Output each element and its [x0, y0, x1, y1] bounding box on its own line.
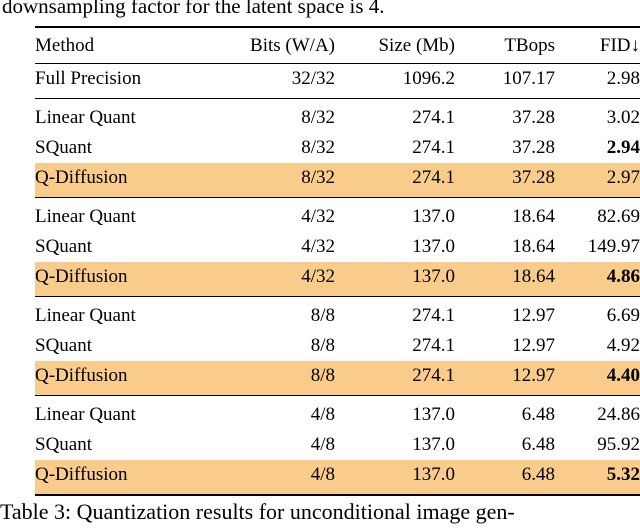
cell-size: 137.0 [412, 236, 455, 257]
table-row: Linear Quant 8/8 274.1 12.97 6.69 [35, 296, 640, 331]
quantization-results-table: Method Bits (W/A) Size (Mb) TBops FID↓ F… [35, 26, 640, 496]
cell-method: Linear Quant [35, 197, 215, 232]
cell-fid: 3.02 [555, 98, 640, 133]
header-row: Method Bits (W/A) Size (Mb) TBops FID↓ [35, 27, 640, 64]
table-row: SQuant 8/32 274.1 37.28 2.94 [35, 133, 640, 163]
table-row: SQuant 4/32 137.0 18.64 149.97 [35, 232, 640, 262]
table-row: SQuant 8/8 274.1 12.97 4.92 [35, 331, 640, 361]
cell-size: 137.0 [335, 262, 455, 297]
cell-tbops: 37.28 [512, 137, 555, 158]
table-row: Linear Quant 8/32 274.1 37.28 3.02 [35, 98, 640, 133]
table-row: Q-Diffusion 4/32 137.0 18.64 4.86 [35, 262, 640, 297]
cell-tbops: 12.97 [512, 335, 555, 356]
cell-fid: 2.98 [606, 68, 640, 89]
cell-bits: 8/8 [310, 335, 335, 356]
cell-fid: 4.40 [555, 361, 640, 396]
table-row: Linear Quant 4/32 137.0 18.64 82.69 [35, 197, 640, 232]
cell-tbops: 6.48 [455, 395, 555, 430]
header-fid: FID↓ [555, 27, 640, 64]
cell-bits: 4/32 [215, 197, 335, 232]
cell-bits: 32/32 [291, 68, 335, 89]
table-row: Linear Quant 4/8 137.0 6.48 24.86 [35, 395, 640, 430]
cell-method: Q-Diffusion [35, 460, 215, 495]
cell-method: Full Precision [35, 68, 142, 89]
cell-bits: 8/8 [215, 361, 335, 396]
cell-size: 274.1 [412, 137, 455, 158]
cell-tbops: 18.64 [455, 197, 555, 232]
cell-tbops: 37.28 [455, 98, 555, 133]
cell-method: Q-Diffusion [35, 361, 215, 396]
cell-size: 274.1 [335, 296, 455, 331]
cell-tbops: 107.17 [502, 68, 555, 89]
cell-fid: 2.97 [555, 163, 640, 198]
cell-tbops: 6.48 [521, 434, 555, 455]
cell-fid: 6.69 [555, 296, 640, 331]
table-row: Full Precision 32/32 1096.2 107.17 2.98 [35, 64, 640, 99]
table-header: Method Bits (W/A) Size (Mb) TBops FID↓ [35, 27, 640, 64]
cell-method: Linear Quant [35, 98, 215, 133]
cell-bits: 8/32 [215, 163, 335, 198]
cell-tbops: 12.97 [455, 296, 555, 331]
cell-fid: 4.86 [555, 262, 640, 297]
cell-tbops: 37.28 [455, 163, 555, 198]
cell-size: 274.1 [335, 361, 455, 396]
cell-size: 1096.2 [402, 68, 455, 89]
cell-method: Linear Quant [35, 296, 215, 331]
cell-bits: 4/8 [215, 395, 335, 430]
table-row: SQuant 4/8 137.0 6.48 95.92 [35, 430, 640, 460]
cell-method: SQuant [35, 236, 92, 257]
results-table-container: Method Bits (W/A) Size (Mb) TBops FID↓ F… [35, 26, 640, 496]
cell-fid: 2.94 [606, 137, 640, 158]
header-bits: Bits (W/A) [215, 27, 335, 64]
table-row: Q-Diffusion 4/8 137.0 6.48 5.32 [35, 460, 640, 495]
cell-method: SQuant [35, 335, 92, 356]
cell-size: 137.0 [335, 395, 455, 430]
cell-bits: 4/8 [215, 460, 335, 495]
table-caption: Table 3: Quantization results for uncond… [0, 499, 515, 524]
cell-fid: 4.92 [606, 335, 640, 356]
cell-method: Q-Diffusion [35, 163, 215, 198]
cell-tbops: 18.64 [512, 236, 555, 257]
cell-fid: 149.97 [587, 236, 640, 257]
cell-size: 137.0 [335, 197, 455, 232]
table-row: Q-Diffusion 8/32 274.1 37.28 2.97 [35, 163, 640, 198]
body-text-line: downsampling factor for the latent space… [2, 0, 385, 18]
cell-method: Linear Quant [35, 395, 215, 430]
cell-tbops: 18.64 [455, 262, 555, 297]
cell-bits: 8/8 [215, 296, 335, 331]
cell-fid: 5.32 [555, 460, 640, 495]
table-row: Q-Diffusion 8/8 274.1 12.97 4.40 [35, 361, 640, 396]
header-tbops: TBops [455, 27, 555, 64]
cell-size: 274.1 [412, 335, 455, 356]
cell-bits: 8/32 [301, 137, 335, 158]
cell-method: Q-Diffusion [35, 262, 215, 297]
cell-size: 137.0 [335, 460, 455, 495]
cell-bits: 8/32 [215, 98, 335, 133]
cell-fid: 95.92 [597, 434, 640, 455]
cell-bits: 4/32 [215, 262, 335, 297]
cell-size: 274.1 [335, 98, 455, 133]
header-size: Size (Mb) [335, 27, 455, 64]
table-body: Full Precision 32/32 1096.2 107.17 2.98 Linea… [35, 64, 640, 495]
cell-fid: 82.69 [555, 197, 640, 232]
cell-method: SQuant [35, 434, 92, 455]
cell-fid: 24.86 [555, 395, 640, 430]
cell-bits: 4/8 [310, 434, 335, 455]
cell-method: SQuant [35, 137, 92, 158]
cell-size: 274.1 [335, 163, 455, 198]
cell-bits: 4/32 [301, 236, 335, 257]
cell-size: 137.0 [412, 434, 455, 455]
header-method: Method [35, 27, 215, 64]
cell-tbops: 6.48 [455, 460, 555, 495]
cell-tbops: 12.97 [455, 361, 555, 396]
